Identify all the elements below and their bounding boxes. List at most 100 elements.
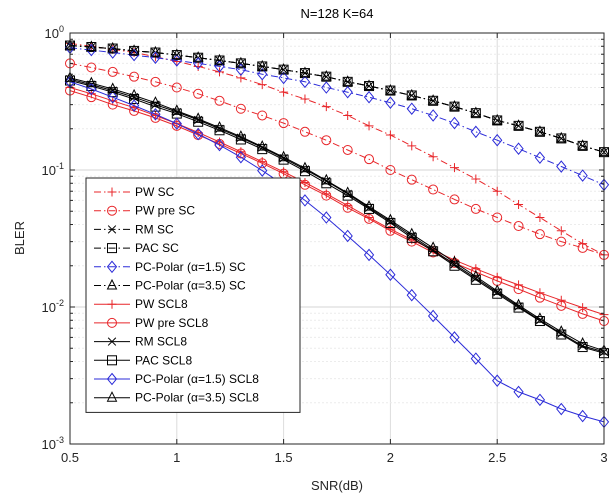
data-point [299, 66, 311, 78]
data-point [257, 67, 268, 81]
data-point [278, 118, 289, 129]
data-point [128, 48, 140, 62]
data-point [107, 41, 119, 53]
data-point [449, 100, 460, 111]
y-tick-label: 10-2 [42, 298, 64, 315]
data-point [321, 211, 332, 224]
data-point [385, 130, 395, 140]
data-point [449, 255, 460, 267]
legend-item: PW SC [94, 185, 175, 199]
data-point [534, 312, 546, 323]
data-point [235, 63, 247, 76]
series-line [69, 42, 605, 256]
data-point [278, 71, 289, 85]
plot-frame [69, 32, 605, 445]
data-point [492, 212, 503, 223]
data-point [406, 174, 417, 185]
data-point [86, 40, 97, 52]
x-tick-label: 2.5 [488, 450, 506, 465]
data-point [342, 75, 353, 86]
legend-label: RM SC [135, 222, 174, 236]
legend-marker [107, 299, 117, 309]
data-point [150, 45, 161, 57]
data-point [493, 116, 502, 125]
data-point [128, 44, 140, 55]
data-point [363, 248, 375, 262]
data-point [342, 186, 353, 197]
data-point [279, 87, 289, 97]
legend-item: PC-Polar (α=1.5) SCL8 [94, 372, 259, 386]
data-point [278, 63, 289, 74]
legend-marker [107, 205, 117, 216]
data-point [235, 150, 247, 164]
series-line [69, 90, 605, 322]
data-point [577, 308, 588, 319]
data-point [278, 150, 289, 162]
data-point [214, 95, 225, 106]
data-point [171, 48, 183, 60]
data-point [578, 303, 588, 313]
data-point [171, 82, 182, 93]
series-layer [64, 38, 610, 429]
data-point [107, 90, 118, 104]
data-point [428, 184, 439, 195]
data-point [364, 121, 374, 131]
data-point [470, 203, 481, 214]
data-point [150, 96, 161, 107]
data-point [214, 53, 225, 65]
data-point [534, 229, 545, 240]
data-point [556, 236, 567, 247]
data-point [107, 66, 118, 77]
legend-item: PAC SC [94, 241, 179, 255]
axis-ticks: 0.5 1 1.5 2 2.5 3 10-3 10-2 10-1 100 [42, 24, 608, 465]
data-point [449, 194, 460, 205]
legend: PW SC PW pre SC RM SC PAC SC PC-Polar (α=1.5… [85, 177, 301, 413]
data-point [449, 163, 459, 173]
data-point [534, 292, 545, 303]
data-point [470, 125, 481, 139]
data-point [300, 178, 310, 188]
data-point [556, 295, 566, 305]
data-point [363, 200, 375, 211]
data-point [406, 88, 418, 100]
data-point [534, 151, 546, 164]
legend-label: PW pre SCL8 [135, 316, 209, 330]
data-point [343, 110, 353, 120]
data-point [321, 81, 332, 94]
data-point [492, 186, 502, 196]
y-axis-label: BLER [12, 221, 27, 255]
data-point [449, 331, 460, 344]
data-point [214, 60, 225, 73]
data-point [299, 75, 311, 89]
data-point [577, 337, 588, 348]
data-point [129, 105, 140, 116]
series-6 [64, 38, 610, 157]
data-point [406, 288, 417, 302]
data-point [470, 269, 482, 281]
data-point [428, 152, 438, 162]
legend-label: PW SCL8 [135, 297, 188, 311]
legend-marker [107, 243, 117, 254]
series-line [69, 87, 605, 316]
data-point [321, 102, 331, 112]
data-point [107, 99, 118, 110]
data-point [107, 46, 118, 59]
data-point [555, 131, 567, 143]
data-point [86, 76, 97, 88]
data-point [535, 213, 545, 223]
data-point [492, 374, 503, 387]
data-point [385, 96, 396, 109]
data-point [86, 62, 97, 73]
legend-label: PC-Polar (α=3.5) SC [135, 279, 246, 293]
legend-item: RM SCL8 [94, 335, 187, 349]
data-point [555, 325, 567, 336]
data-point [556, 226, 566, 236]
legend-marker [106, 260, 118, 274]
data-point [342, 85, 353, 99]
series-line [69, 45, 605, 153]
data-point [449, 116, 460, 130]
data-point [171, 117, 182, 130]
data-point [193, 88, 204, 99]
data-point [128, 99, 140, 112]
